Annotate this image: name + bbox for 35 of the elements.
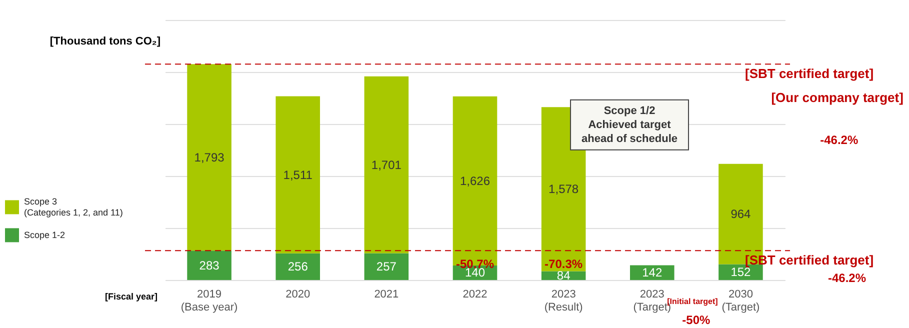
x-tick-label: 2022 [462,288,488,300]
legend-label: Scope 3 (Categories 1, 2, and 11) [24,196,123,218]
text: -50% [682,313,710,327]
data-label: 256 [288,260,308,274]
bar [187,64,232,251]
y-axis-title: [Thousand tons CO₂] [50,36,161,48]
x-tick-label: 2019 (Base year) [180,288,238,314]
annotation: -70.3% [544,256,583,271]
x-axis-title: [Fiscal year] [104,292,158,302]
bar [276,96,320,254]
x-tick-label: 2021 [374,288,399,300]
bar [364,76,409,254]
bar [187,250,232,280]
data-label: 142 [642,266,662,280]
bar [364,253,409,280]
data-label: 257 [376,260,397,274]
data-label: 964 [730,207,752,222]
data-label: 1,793 [194,150,225,164]
data-label: 283 [199,258,220,272]
x-tick-label: 2030 (Target) [722,288,760,314]
data-label: 1,578 [548,182,579,196]
data-label: 1,701 [371,158,402,172]
text: -46.2% [820,133,858,148]
x-tick-label: 2023 (Result) [544,288,583,314]
data-label: 84 [556,268,571,283]
data-label: 1,626 [460,174,490,188]
annotation: [Our company target] [771,90,904,105]
text: -46.2% [828,271,866,286]
legend-label: Scope 1-2 [24,230,66,240]
ref-line-label: [SBT certified target] [745,66,874,82]
bar [276,253,320,280]
bar [630,265,674,280]
x-tick-label: 2020 [286,288,310,300]
data-label: 1,511 [283,168,313,182]
annotation: Scope 1/2 Achieved target ahead of schedule [582,104,678,145]
